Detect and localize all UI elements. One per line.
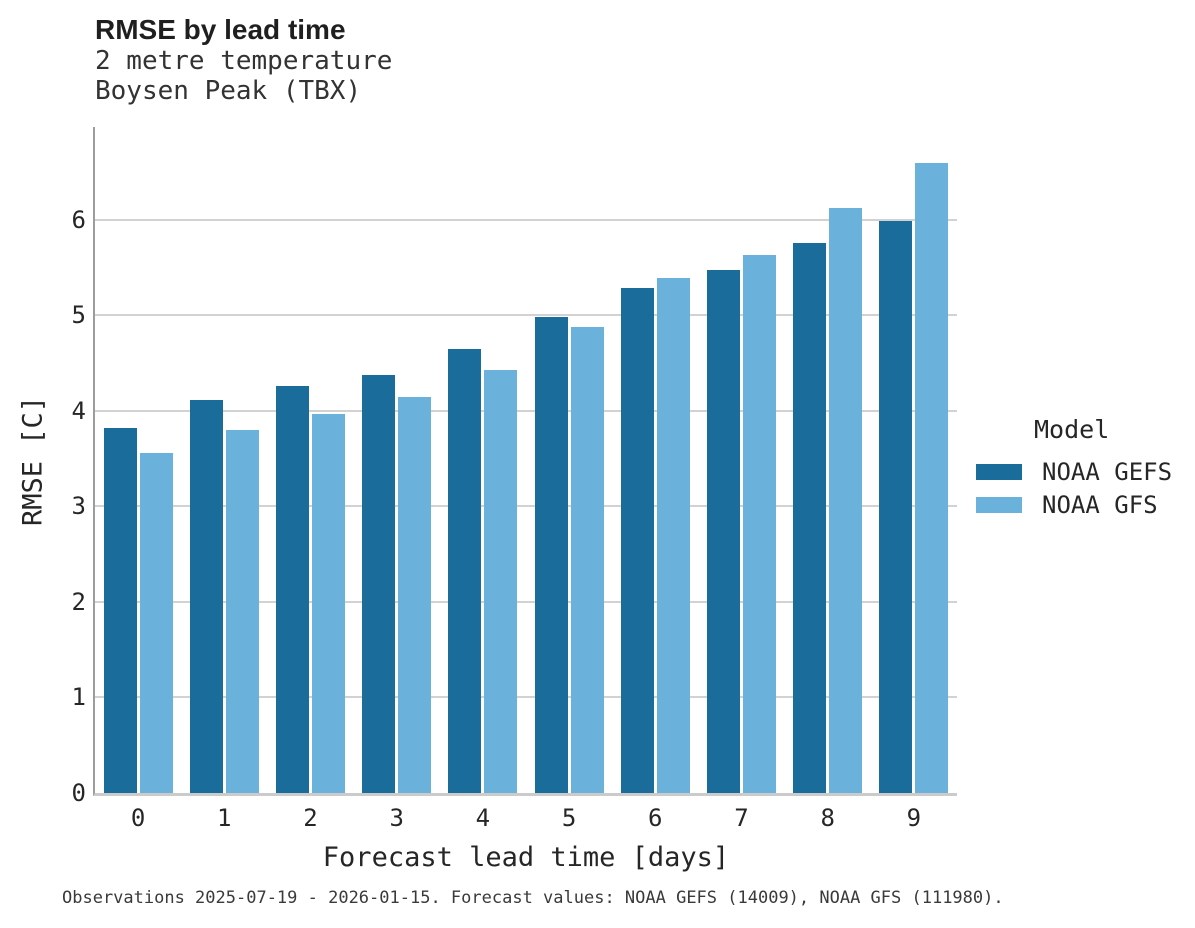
bar-noaa-gefs-lead-9 bbox=[879, 220, 913, 793]
bar-group-lead-9 bbox=[871, 127, 957, 793]
bar-noaa-gfs-lead-9 bbox=[915, 163, 949, 793]
bar-group-lead-7 bbox=[698, 127, 784, 793]
bar-noaa-gfs-lead-1 bbox=[225, 429, 259, 793]
bar-group-lead-5 bbox=[526, 127, 612, 793]
plot-area bbox=[93, 127, 957, 796]
x-axis-tick-labels: 0 1 2 3 4 5 6 7 8 9 bbox=[95, 803, 957, 835]
x-tick-label-6: 6 bbox=[648, 804, 663, 832]
bar-noaa-gefs-lead-1 bbox=[189, 400, 223, 793]
x-tick-label-3: 3 bbox=[389, 804, 404, 832]
gfs-color-swatch bbox=[976, 496, 1022, 513]
x-tick-label-4: 4 bbox=[475, 804, 491, 832]
gridline-y2 bbox=[95, 600, 957, 603]
chart-title: RMSE by lead time bbox=[95, 14, 346, 45]
x-tick-label-1: 1 bbox=[217, 804, 232, 832]
y-tick-label-4: 4 bbox=[71, 396, 86, 425]
legend-label-gfs: NOAA GFS bbox=[1042, 490, 1158, 519]
y-tick-label-5: 5 bbox=[71, 301, 86, 330]
legend-label-gefs: NOAA GEFS bbox=[1042, 457, 1173, 486]
gridline-y6 bbox=[95, 218, 957, 221]
caption: Observations 2025-07-19 - 2026-01-15. Fo… bbox=[62, 888, 1004, 908]
x-axis-title: Forecast lead time [days] bbox=[322, 842, 730, 873]
legend: Model NOAA GEFS NOAA GFS bbox=[976, 415, 1172, 521]
legend-entry-gfs: NOAA GFS bbox=[976, 488, 1172, 521]
gefs-color-swatch bbox=[976, 463, 1022, 480]
bar-noaa-gfs-lead-3 bbox=[398, 397, 432, 793]
gridline-y3 bbox=[95, 505, 957, 508]
bar-noaa-gefs-lead-5 bbox=[534, 317, 568, 793]
bar-noaa-gefs-lead-3 bbox=[362, 375, 396, 793]
y-tick-label-3: 3 bbox=[71, 492, 86, 521]
bar-noaa-gfs-lead-8 bbox=[829, 208, 863, 793]
bar-group-lead-2 bbox=[267, 127, 353, 793]
legend-title: Model bbox=[1034, 415, 1110, 444]
chart-subtitle-station: Boysen Peak (TBX) bbox=[95, 76, 362, 106]
y-axis-tick-labels: 0 1 2 3 4 5 6 bbox=[34, 127, 86, 807]
bar-group-lead-8 bbox=[785, 127, 871, 793]
bar-noaa-gefs-lead-0 bbox=[103, 428, 137, 793]
y-tick-label-6: 6 bbox=[71, 205, 86, 234]
bar-group-lead-6 bbox=[612, 127, 698, 793]
bar-noaa-gfs-lead-7 bbox=[742, 255, 776, 793]
bar-noaa-gfs-lead-2 bbox=[311, 413, 345, 793]
x-tick-label-2: 2 bbox=[303, 804, 318, 832]
chart-subtitle-variable: 2 metre temperature bbox=[95, 46, 393, 76]
bar-group-lead-3 bbox=[354, 127, 440, 793]
legend-entry-gefs: NOAA GEFS bbox=[976, 455, 1172, 488]
bar-noaa-gefs-lead-7 bbox=[706, 270, 740, 793]
gridline-y4 bbox=[95, 409, 957, 412]
bar-noaa-gefs-lead-2 bbox=[275, 385, 309, 793]
y-tick-label-2: 2 bbox=[71, 587, 86, 616]
bar-noaa-gfs-lead-6 bbox=[656, 277, 690, 793]
bar-noaa-gfs-lead-4 bbox=[484, 369, 518, 793]
y-tick-label-1: 1 bbox=[71, 683, 86, 712]
bar-noaa-gfs-lead-0 bbox=[139, 452, 173, 793]
x-tick-label-0: 0 bbox=[130, 804, 146, 832]
gridline-y1 bbox=[95, 696, 957, 699]
bar-noaa-gefs-lead-6 bbox=[620, 288, 654, 793]
gridline-y5 bbox=[95, 314, 957, 317]
x-tick-label-7: 7 bbox=[734, 804, 749, 832]
bar-noaa-gefs-lead-8 bbox=[793, 242, 827, 793]
bar-group-lead-0 bbox=[95, 127, 181, 793]
bar-noaa-gefs-lead-4 bbox=[448, 348, 482, 793]
y-tick-label-0: 0 bbox=[71, 779, 86, 807]
bar-group-lead-4 bbox=[440, 127, 526, 793]
chart-header: RMSE by lead time 2 metre temperature Bo… bbox=[95, 14, 392, 106]
x-tick-label-8: 8 bbox=[820, 804, 835, 832]
bar-group-lead-1 bbox=[181, 127, 267, 793]
x-tick-label-5: 5 bbox=[561, 804, 577, 832]
bar-noaa-gfs-lead-5 bbox=[570, 326, 604, 793]
x-tick-label-9: 9 bbox=[906, 804, 922, 832]
